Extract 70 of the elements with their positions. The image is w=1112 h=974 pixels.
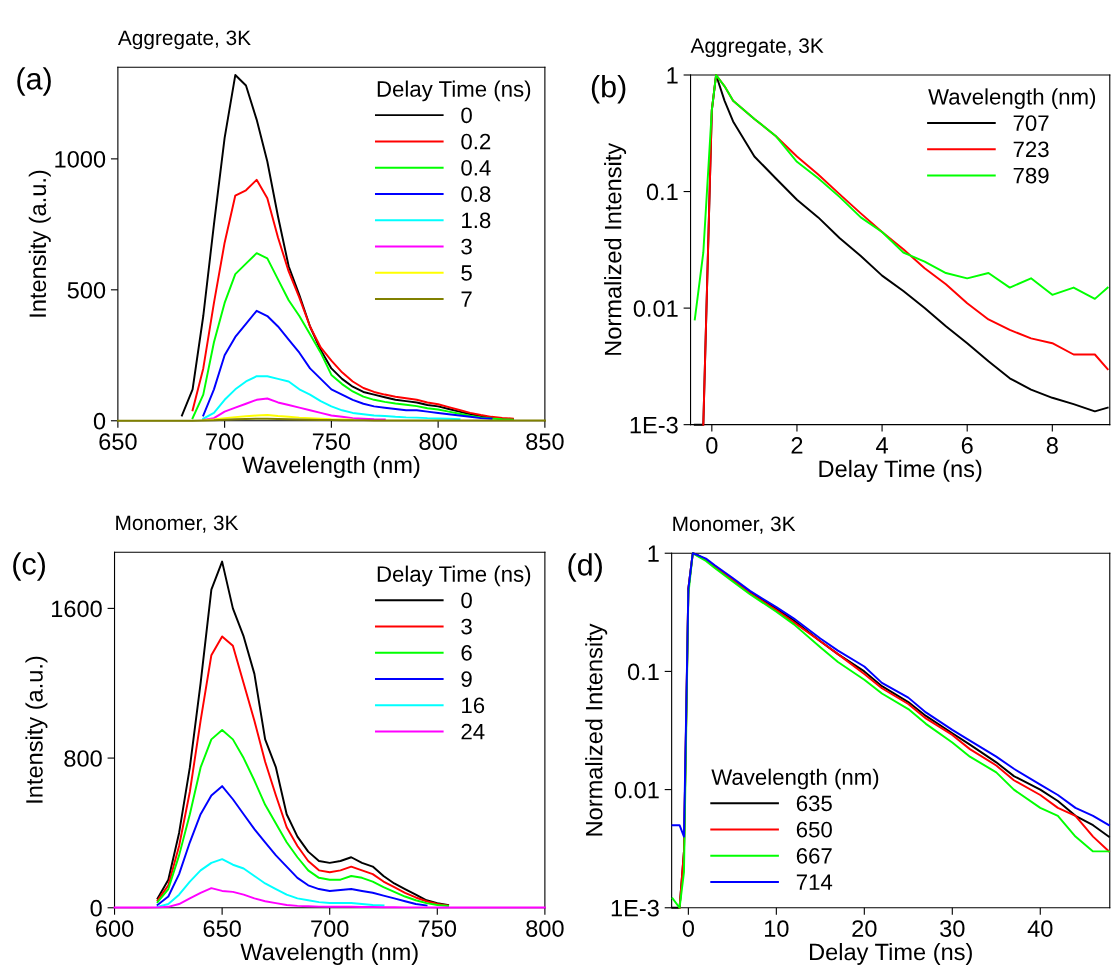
x-tick-label: 650 (203, 920, 241, 937)
y-tick-label: 0.01 (614, 781, 659, 799)
x-tick-label: 0 (682, 920, 695, 937)
x-tick-label: 0 (706, 437, 718, 454)
x-axis-title: Delay Time (ns) (810, 942, 972, 965)
text: (c) (13, 552, 45, 581)
y-tick-label: 1E-3 (611, 899, 659, 917)
legend-label: 6 (461, 644, 472, 661)
x-tick-label: 30 (940, 920, 965, 937)
x-tick-label: 650 (99, 433, 137, 450)
legend-label: 789 (1013, 167, 1049, 184)
x-tick-label: 600 (96, 920, 134, 937)
legend-title: Wavelength (nm) (928, 88, 1096, 110)
text: (a) (17, 67, 51, 96)
y-tick-label: 1 (667, 67, 678, 84)
text: (b) (591, 75, 626, 104)
x-axis-title: Delay Time (ns) (819, 459, 982, 482)
y-tick-label: 800 (64, 750, 102, 767)
y-axis-title: Normalized Intensity (585, 623, 608, 836)
x-tick-label: 6 (961, 437, 973, 454)
y-tick-label: 1600 (52, 600, 102, 618)
x-tick-label: 750 (418, 920, 457, 937)
legend-label: 1.8 (462, 212, 491, 229)
legend-label: 0 (461, 107, 472, 124)
legend-label: 3 (461, 618, 472, 635)
legend-label: 723 (1013, 141, 1049, 158)
x-axis-title: Wavelength (nm) (242, 455, 420, 478)
legend-label: 0 (461, 592, 472, 609)
chart-title: Monomer, 3K (673, 516, 796, 534)
x-tick-label: 8 (1046, 437, 1058, 454)
legend-label: 0.2 (461, 133, 491, 150)
x-tick-label: 2 (791, 437, 803, 454)
y-axis-title: Intensity (a.u.) (25, 656, 48, 803)
y-tick-label: 0.1 (627, 663, 659, 681)
y-tick-label: 1 (648, 545, 659, 562)
legend-label: 5 (461, 265, 472, 281)
legend-label: 24 (461, 723, 485, 740)
x-axis-title: Wavelength (nm) (240, 942, 418, 965)
legend-label: 0.8 (461, 186, 491, 202)
legend-title: Delay Time (ns) (377, 80, 531, 102)
y-tick-label: 0 (90, 899, 102, 917)
x-tick-label: 800 (419, 433, 457, 450)
y-tick-label: 0.01 (633, 300, 678, 317)
y-axis-title: Intensity (a.u.) (28, 170, 51, 317)
legend-title: Delay Time (ns) (377, 565, 531, 587)
y-axis-title: Normalized Intensity (604, 142, 627, 355)
y-tick-label: 500 (67, 281, 106, 299)
legend-label: 9 (461, 671, 472, 687)
chart-title: Monomer, 3K (116, 515, 239, 533)
x-tick-label: 750 (312, 433, 351, 450)
y-tick-label: 1000 (55, 150, 106, 168)
chart-title: Aggregate, 3K (117, 30, 251, 50)
x-tick-label: 40 (1027, 920, 1053, 937)
legend-label: 7 (461, 291, 472, 307)
x-tick-label: 850 (526, 433, 564, 450)
y-tick-label: 1E-3 (630, 416, 678, 434)
x-tick-label: 10 (765, 920, 789, 937)
x-tick-label: 800 (526, 920, 564, 937)
x-tick-label: 700 (311, 920, 349, 937)
y-tick-label: 0.1 (646, 183, 678, 201)
x-tick-label: 700 (206, 433, 244, 450)
legend-label: 16 (462, 697, 485, 714)
legend-label: 0.4 (461, 159, 491, 176)
legend-label: 3 (461, 238, 472, 255)
y-tick-label: 0 (93, 412, 106, 430)
x-tick-label: 4 (876, 437, 888, 454)
chart-title: Aggregate, 3K (690, 38, 824, 58)
text: (d) (568, 553, 602, 582)
x-tick-label: 20 (852, 920, 877, 937)
legend-label: 707 (1013, 115, 1049, 131)
